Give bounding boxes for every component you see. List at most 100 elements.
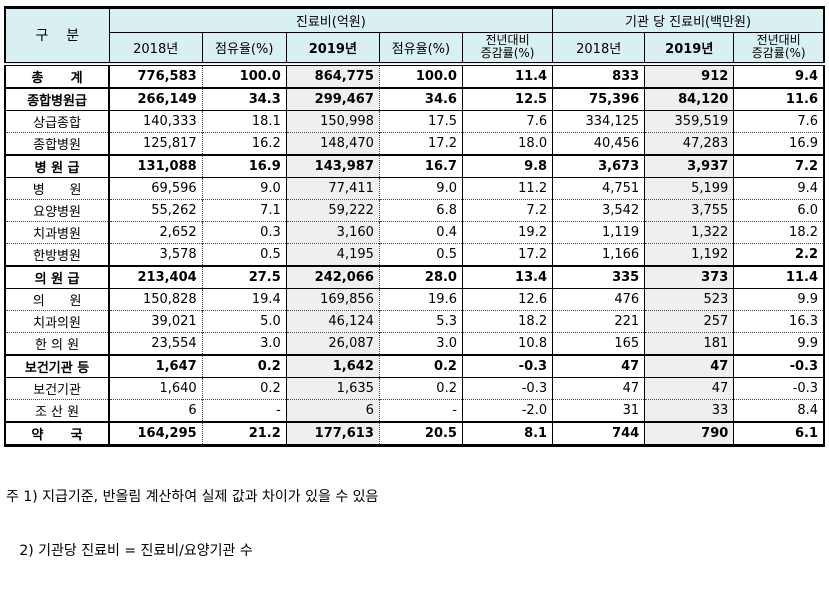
table-cell: -0.3 <box>462 353 554 377</box>
table-cell: 476 <box>552 287 646 310</box>
table-cell: 864,775 <box>286 62 380 88</box>
table-row: 병 원 69,596 9.0 77,411 9.0 11.2 4,751 5,199 9.4 <box>5 176 824 199</box>
table-row: 의 원 급 213,404 27.5 242,066 28.0 13.4 335 373 11.… <box>5 264 824 288</box>
table-cell: 18.0 <box>462 131 554 155</box>
table-cell: 3,542 <box>552 198 646 221</box>
table-cell: -0.3 <box>733 353 824 377</box>
table-cell: 4,751 <box>552 176 646 199</box>
table-row: 한방병원 3,578 0.5 4,195 0.5 17.2 1,166 1,192 2.2 <box>5 242 824 266</box>
table-cell: 11.4 <box>462 62 554 88</box>
table-cell: 18.2 <box>733 220 824 243</box>
table-cell: 9.9 <box>733 287 824 310</box>
table-cell: 177,613 <box>286 420 380 445</box>
table-cell: 833 <box>552 62 646 88</box>
table-cell: 10.8 <box>462 331 554 355</box>
header-col-2019: 2019년 <box>285 32 380 66</box>
table-cell: 28.0 <box>379 264 463 288</box>
table-cell: 7.6 <box>462 109 554 132</box>
table-cell: 213,404 <box>109 264 203 288</box>
row-label: 총 계 <box>5 62 111 88</box>
table-cell: 5.0 <box>202 309 287 332</box>
table-cell: 20.5 <box>379 420 463 445</box>
table-cell: 1,647 <box>109 353 203 377</box>
table-cell: 16.2 <box>202 131 287 155</box>
table-cell: 165 <box>552 331 646 355</box>
table-cell: 59,222 <box>286 198 380 221</box>
table-cell: -0.3 <box>462 376 554 399</box>
table-cell: 150,828 <box>109 287 203 310</box>
table-cell: 47 <box>644 353 735 377</box>
table-row: 종합병원 125,817 16.2 148,470 17.2 18.0 40,456 47,2… <box>5 131 824 155</box>
table-cell: 16.7 <box>379 153 463 177</box>
table-cell: 523 <box>644 287 735 310</box>
table-row: 치과병원 2,652 0.3 3,160 0.4 19.2 1,119 1,322 18.2 <box>5 220 824 243</box>
table-cell: 39,021 <box>109 309 203 332</box>
row-label: 치과의원 <box>5 309 111 332</box>
table-cell: 334,125 <box>552 109 646 132</box>
row-label: 종합병원급 <box>5 86 111 110</box>
table-cell: -2.0 <box>462 398 554 422</box>
table-row: 한 의 원 23,554 3.0 26,087 3.0 10.8 165 181 9.9 <box>5 331 824 355</box>
table-cell: 221 <box>552 309 646 332</box>
table-cell: 1,635 <box>286 376 380 399</box>
table-cell: 47 <box>552 376 646 399</box>
table-row: 종합병원급 266,149 34.3 299,467 34.6 12.5 75,396 84,… <box>5 86 824 110</box>
table-cell: 242,066 <box>286 264 380 288</box>
table-cell: 169,856 <box>286 287 380 310</box>
table-cell: 40,456 <box>552 131 646 155</box>
table-cell: - <box>379 398 463 422</box>
table-header: 구 분 진료비(억원) 기관 당 진료비(백만원) 2018년 점유율(%) 2… <box>4 7 825 66</box>
header-col-yoy-rate: 전년대비 증감률(%) <box>461 32 554 66</box>
table-cell: 0.2 <box>379 353 463 377</box>
table-cell: 7.1 <box>202 198 287 221</box>
footnote-1: 주 1) 지급기준, 반올림 계산하여 실제 값과 차이가 있을 수 있음 <box>6 488 379 505</box>
table-cell: 27.5 <box>202 264 287 288</box>
table-cell: 6 <box>286 398 380 422</box>
table-cell: 19.6 <box>379 287 463 310</box>
table-cell: 359,519 <box>644 109 735 132</box>
table-cell: 9.9 <box>733 331 824 355</box>
table-cell: 100.0 <box>202 62 287 88</box>
medical-expense-table: 구 분 진료비(억원) 기관 당 진료비(백만원) 2018년 점유율(%) 2… <box>4 6 825 447</box>
table-cell: 16.9 <box>202 153 287 177</box>
table-cell: 8.1 <box>462 420 554 445</box>
table-cell: 9.4 <box>733 62 824 88</box>
row-label: 한방병원 <box>5 242 111 266</box>
table-cell: 12.5 <box>462 86 554 110</box>
table-cell: 164,295 <box>109 420 203 445</box>
row-label: 병 원 <box>5 176 111 199</box>
row-label: 한 의 원 <box>5 331 111 355</box>
row-label: 의 원 급 <box>5 264 111 288</box>
table-cell: 6.0 <box>733 198 824 221</box>
row-label: 보건기관 <box>5 376 111 399</box>
row-label: 치과병원 <box>5 220 111 243</box>
table-cell: 0.5 <box>379 242 463 266</box>
table-cell: 148,470 <box>286 131 380 155</box>
table-cell: 11.6 <box>733 86 824 110</box>
table-cell: 140,333 <box>109 109 203 132</box>
table-cell: 16.3 <box>733 309 824 332</box>
table-cell: 2.2 <box>733 242 824 266</box>
table-cell: 912 <box>644 62 735 88</box>
footnote-2: 2) 기관당 진료비 = 진료비/요양기관 수 <box>6 542 253 559</box>
header-col-2018: 2018년 <box>108 32 203 66</box>
table-cell: 0.2 <box>202 353 287 377</box>
table-row: 보건기관 1,640 0.2 1,635 0.2 -0.3 47 47 -0.3 <box>5 376 824 399</box>
table-cell: 373 <box>644 264 735 288</box>
table-cell: 131,088 <box>109 153 203 177</box>
header-col-inst-2018: 2018년 <box>552 32 646 66</box>
table-cell: 3,755 <box>644 198 735 221</box>
table-cell: 335 <box>552 264 646 288</box>
table-cell: 33 <box>644 398 735 422</box>
header-col-inst-2019: 2019년 <box>644 32 735 66</box>
table-cell: 47 <box>644 376 735 399</box>
table-cell: 11.4 <box>733 264 824 288</box>
table-cell: 6.8 <box>379 198 463 221</box>
table-cell: 143,987 <box>286 153 380 177</box>
table-cell: 34.3 <box>202 86 287 110</box>
table-cell: 9.0 <box>202 176 287 199</box>
table-cell: 19.4 <box>202 287 287 310</box>
header-category: 구 분 <box>4 7 110 66</box>
header-group-expense: 진료비(억원) <box>108 7 554 33</box>
table-cell: 77,411 <box>286 176 380 199</box>
